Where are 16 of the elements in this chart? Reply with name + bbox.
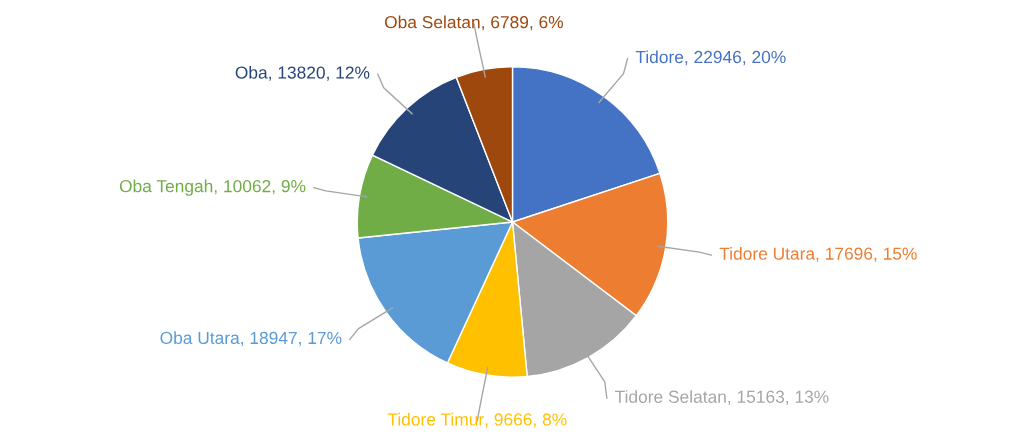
slice-label: Oba <box>235 65 268 79</box>
data-label: , 9666, 8% <box>485 413 567 428</box>
data-label: , 22946, 20% <box>685 50 786 66</box>
data-label: , 17696, 15% <box>816 247 917 262</box>
slice-label: Tidore Selatan <box>615 390 726 403</box>
slice-label: Oba Utara <box>160 331 240 345</box>
slice-label: Oba Tengah <box>119 179 213 196</box>
slice-label: Tidore Timur <box>387 412 484 426</box>
slice-label: Tidore Utara <box>719 247 816 260</box>
data-label: , 18947, 17% <box>241 331 342 347</box>
slice-label: Tidore <box>635 50 684 64</box>
slice-label: Oba Selatan <box>384 15 480 29</box>
data-label: , 13820, 12% <box>269 66 370 81</box>
data-label: , 15163, 13% <box>728 390 829 405</box>
data-label: , 10062, 9% <box>214 180 306 195</box>
data-label: , 6789, 6% <box>482 16 564 31</box>
